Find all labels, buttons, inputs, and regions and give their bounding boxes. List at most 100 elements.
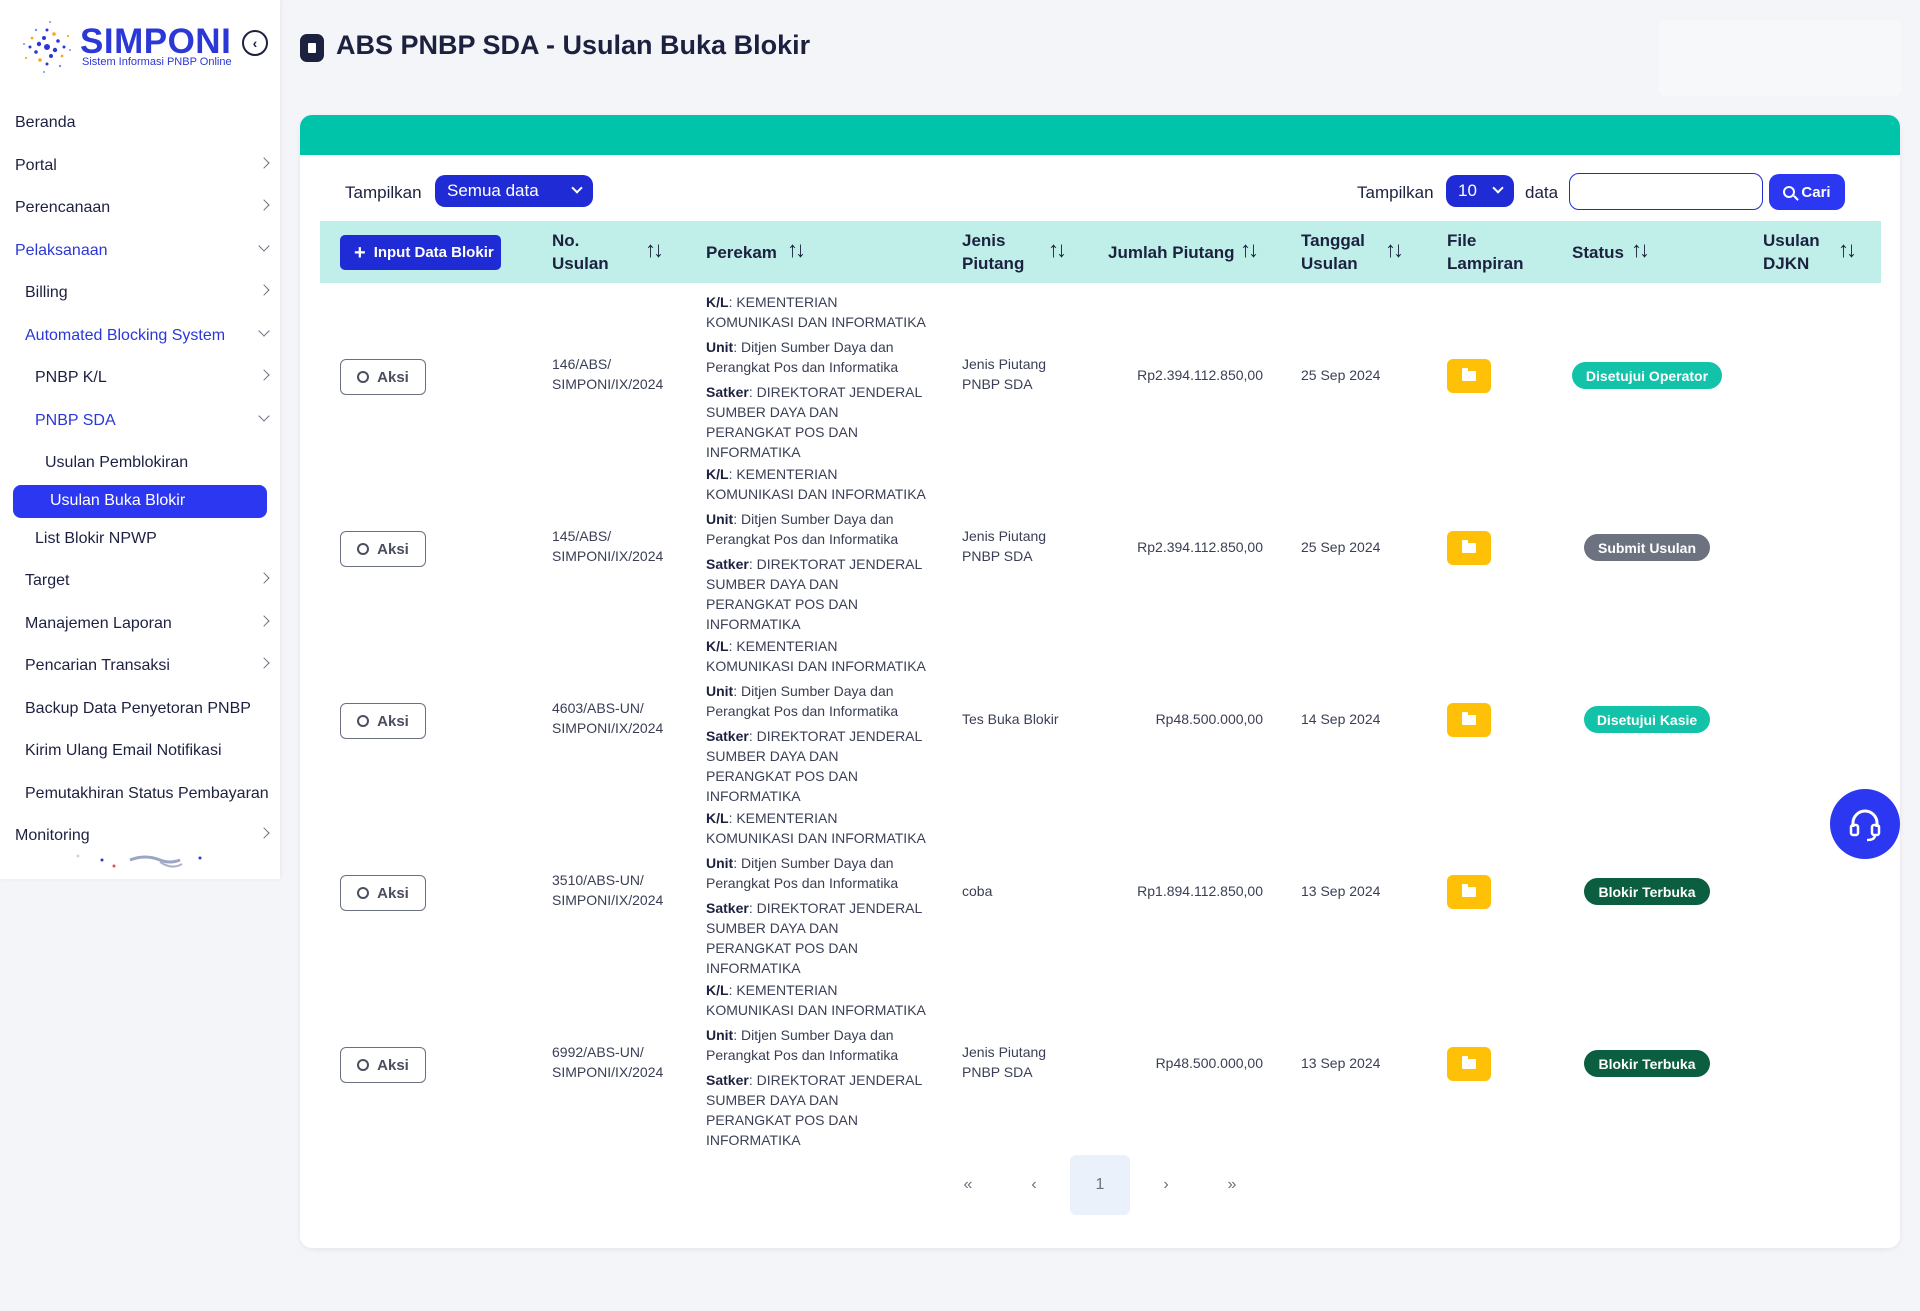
col-jenis-line1: Jenis	[962, 231, 1006, 250]
logo[interactable]: SIMPONI Sistem Informasi PNBP Online	[16, 16, 236, 80]
help-button[interactable]	[1830, 789, 1900, 859]
sidebar-item-usulan-buka-blokir[interactable]: Usulan Buka Blokir	[13, 484, 267, 518]
sidebar-item-label: Pencarian Transaksi	[25, 657, 170, 675]
aksi-button[interactable]: Aksi	[340, 875, 426, 911]
no-usulan-line2: SIMPONI/IX/2024	[552, 892, 664, 908]
sidebar-item-label: Monitoring	[15, 827, 90, 845]
cell-jumlah-piutang: Rp48.500.000,00	[1155, 1055, 1263, 1071]
sidebar-item-manajemen-laporan[interactable]: Manajemen Laporan	[0, 603, 280, 646]
file-lampiran-button[interactable]	[1447, 875, 1491, 909]
sort-icon[interactable]: ↑↓	[1385, 237, 1404, 262]
sidebar-item-automated-blocking-system[interactable]: Automated Blocking System	[0, 315, 280, 358]
prev-page-button[interactable]: ‹	[1031, 1176, 1037, 1193]
cell-tanggal-usulan: 25 Sep 2024	[1301, 539, 1381, 555]
file-lampiran-button[interactable]	[1447, 1047, 1491, 1081]
sidebar-item-pencarian-transaksi[interactable]: Pencarian Transaksi	[0, 645, 280, 688]
sidebar-item-pnbp-k-l[interactable]: PNBP K/L	[0, 357, 280, 400]
aksi-button[interactable]: Aksi	[340, 703, 426, 739]
collapse-sidebar-button[interactable]: ‹	[242, 30, 268, 56]
satker-value: DIREKTORAT JENDERAL SUMBER DAYA DAN PERA…	[706, 384, 922, 460]
first-page-button[interactable]: «	[963, 1176, 973, 1193]
cell-jenis-piutang: Tes Buka Blokir	[962, 709, 1058, 729]
search-button-label: Cari	[1801, 183, 1831, 201]
aksi-button[interactable]: Aksi	[340, 531, 426, 567]
last-page-button[interactable]: »	[1227, 1176, 1237, 1193]
satker-label: Satker	[706, 900, 749, 916]
chevron-right-icon	[258, 156, 270, 169]
sidebar-item-usulan-pemblokiran[interactable]: Usulan Pemblokiran	[0, 442, 280, 485]
sort-icon[interactable]: ↑↓	[1838, 237, 1857, 262]
sidebar-item-perencanaan[interactable]: Perencanaan	[0, 187, 280, 230]
chevron-down-icon	[258, 324, 270, 337]
sidebar-item-monitoring[interactable]: Monitoring	[0, 815, 280, 858]
satker-label: Satker	[706, 728, 749, 744]
cell-no-usulan: 6992/ABS-UN/ SIMPONI/IX/2024	[552, 1042, 663, 1082]
no-usulan-line2: SIMPONI/IX/2024	[552, 376, 664, 392]
kl-label: K/L	[706, 294, 729, 310]
sidebar-item-backup-data-penyetoran-pnbp[interactable]: Backup Data Penyetoran PNBP	[0, 688, 280, 731]
page-size-value: 10	[1458, 181, 1477, 200]
cell-jumlah-piutang: Rp2.394.112.850,00	[1137, 539, 1263, 555]
aksi-button[interactable]: Aksi	[340, 1047, 426, 1083]
kl-label: K/L	[706, 466, 729, 482]
kl-value: KEMENTERIAN KOMUNIKASI DAN INFORMATIKA	[706, 982, 926, 1018]
satker-value: DIREKTORAT JENDERAL SUMBER DAYA DAN PERA…	[706, 900, 922, 976]
sort-icon[interactable]: ↑↓	[1048, 237, 1067, 262]
page-size-select[interactable]: 10	[1446, 175, 1514, 207]
col-jumlah-piutang[interactable]: Jumlah Piutang	[1108, 243, 1235, 262]
chevron-right-icon	[258, 572, 270, 584]
sidebar-item-pemutakhiran-status-pembayaran[interactable]: Pemutakhiran Status Pembayaran	[0, 773, 280, 816]
filter-select[interactable]: Semua data	[435, 175, 593, 207]
sidebar-item-portal[interactable]: Portal	[0, 145, 280, 188]
aksi-button[interactable]: Aksi	[340, 359, 426, 395]
search-input[interactable]	[1569, 173, 1763, 210]
pagination: « ‹ 1 › »	[300, 1155, 1900, 1215]
sidebar-item-pnbp-sda[interactable]: PNBP SDA	[0, 400, 280, 443]
col-no-usulan[interactable]: No. Usulan	[552, 229, 609, 275]
next-page-button[interactable]: ›	[1163, 1176, 1169, 1193]
brand-subtitle: Sistem Informasi PNBP Online	[82, 56, 232, 68]
search-button[interactable]: Cari	[1769, 174, 1845, 210]
sidebar-item-label: Pelaksanaan	[15, 241, 108, 259]
cell-tanggal-usulan: 13 Sep 2024	[1301, 883, 1381, 899]
col-usulan-djkn[interactable]: Usulan DJKN	[1763, 229, 1820, 275]
card-top-bar	[300, 115, 1900, 155]
kl-label: K/L	[706, 638, 729, 654]
col-status[interactable]: Status	[1572, 243, 1624, 262]
sidebar-item-pelaksanaan[interactable]: Pelaksanaan	[0, 230, 280, 273]
sort-icon[interactable]: ↑↓	[645, 237, 664, 262]
unit-value: Ditjen Sumber Daya dan Perangkat Pos dan…	[706, 511, 899, 547]
sidebar-item-label: Manajemen Laporan	[25, 614, 172, 632]
status-badge: Blokir Terbuka	[1584, 878, 1710, 905]
sidebar-item-beranda[interactable]: Beranda	[0, 102, 280, 145]
sort-icon[interactable]: ↑↓	[787, 237, 806, 262]
file-lampiran-button[interactable]	[1447, 703, 1491, 737]
chevron-right-icon	[258, 199, 270, 211]
sidebar-item-list-blokir-npwp[interactable]: List Blokir NPWP	[0, 518, 280, 561]
cell-jumlah-piutang: Rp48.500.000,00	[1155, 711, 1263, 727]
input-data-blokir-button[interactable]: + Input Data Blokir	[340, 235, 501, 270]
jenis-line2: PNBP SDA	[962, 376, 1033, 392]
col-perekam[interactable]: Perekam	[706, 243, 777, 262]
cell-perekam: K/L: KEMENTERIAN KOMUNIKASI DAN INFORMAT…	[706, 810, 926, 976]
sort-icon[interactable]: ↑↓	[1240, 237, 1259, 262]
plus-icon: +	[354, 241, 366, 264]
sidebar-item-billing[interactable]: Billing	[0, 272, 280, 315]
unit-label: Unit	[706, 1027, 734, 1043]
col-tanggal-usulan[interactable]: Tanggal Usulan	[1301, 229, 1365, 275]
col-tanggal-line2: Usulan	[1301, 254, 1358, 273]
no-usulan-line1: 146/ABS/	[552, 356, 612, 372]
sidebar-item-target[interactable]: Target	[0, 560, 280, 603]
sort-icon[interactable]: ↑↓	[1631, 237, 1650, 262]
cell-perekam: K/L: KEMENTERIAN KOMUNIKASI DAN INFORMAT…	[706, 982, 926, 1148]
chevron-down-icon	[571, 182, 583, 194]
file-lampiran-button[interactable]	[1447, 531, 1491, 565]
sidebar-item-label: Perencanaan	[15, 199, 111, 217]
col-jenis-piutang[interactable]: Jenis Piutang	[962, 229, 1024, 275]
sidebar-item-label: PNBP K/L	[35, 369, 107, 387]
current-page-button[interactable]: 1	[1070, 1155, 1130, 1215]
file-lampiran-button[interactable]	[1447, 359, 1491, 393]
sidebar-item-label: Kirim Ulang Email Notifikasi	[25, 742, 222, 760]
col-file-line1: File	[1447, 231, 1477, 250]
sidebar-item-kirim-ulang-email-notifikasi[interactable]: Kirim Ulang Email Notifikasi	[0, 730, 280, 773]
